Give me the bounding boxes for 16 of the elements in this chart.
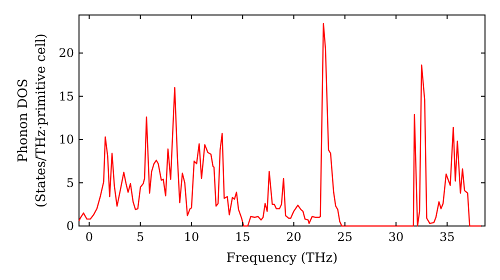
x-tick-label: 5 xyxy=(136,230,144,244)
x-tick-label: 30 xyxy=(388,230,404,244)
x-axis-title: Frequency (THz) xyxy=(226,251,338,266)
y-axis-title: Phonon DOS (States/THz·primitive cell) xyxy=(16,33,49,208)
x-tick-label: 10 xyxy=(184,230,200,244)
x-tick-label: 0 xyxy=(85,230,94,244)
x-tick-label: 15 xyxy=(234,230,250,244)
x-tick-label: 35 xyxy=(440,230,455,244)
x-tick-label: 20 xyxy=(286,230,302,244)
x-tick-label: 25 xyxy=(337,230,353,244)
y-tick-label: 0 xyxy=(66,219,74,233)
y-tick-label: 10 xyxy=(58,132,74,147)
line-series xyxy=(78,23,483,227)
y-tick-label: 5 xyxy=(66,176,74,190)
y-tick-label: 20 xyxy=(58,46,74,60)
y-tick-label: 15 xyxy=(58,89,74,104)
